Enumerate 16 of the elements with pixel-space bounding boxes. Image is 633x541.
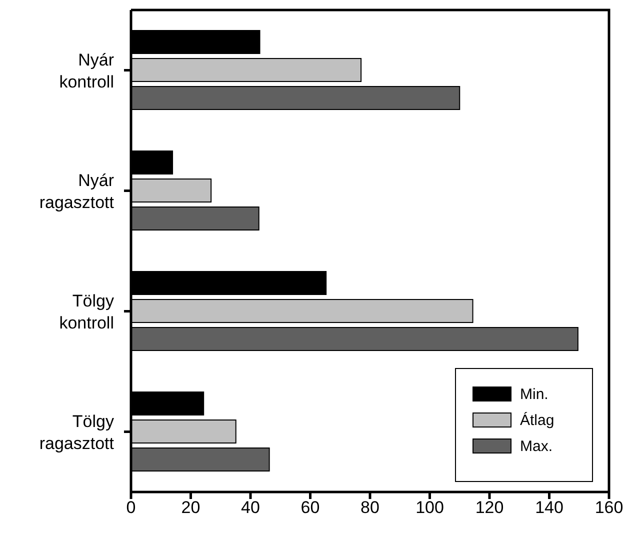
y-tick-label: Nyár kontroll <box>59 50 114 91</box>
y-tick-label: Tölgy ragasztott <box>39 411 114 452</box>
y-tick-label: Tölgy kontroll <box>59 290 114 332</box>
legend-label: Átlag <box>520 412 554 428</box>
x-tick-label: 120 <box>475 498 504 518</box>
x-tick-label: 100 <box>416 498 444 518</box>
y-tick-label: Nyár ragasztott <box>39 170 114 212</box>
legend-label: Min. <box>520 386 548 402</box>
x-tick-label: 20 <box>181 498 200 518</box>
legend-label: Max. <box>520 438 553 454</box>
x-tick-label: 40 <box>241 498 260 518</box>
x-tick-label: 160 <box>594 498 624 518</box>
x-tick-label: 140 <box>535 498 564 518</box>
x-tick-label: 80 <box>360 498 380 518</box>
x-tick-label: 0 <box>126 498 136 518</box>
x-tick-label: 60 <box>300 498 320 518</box>
